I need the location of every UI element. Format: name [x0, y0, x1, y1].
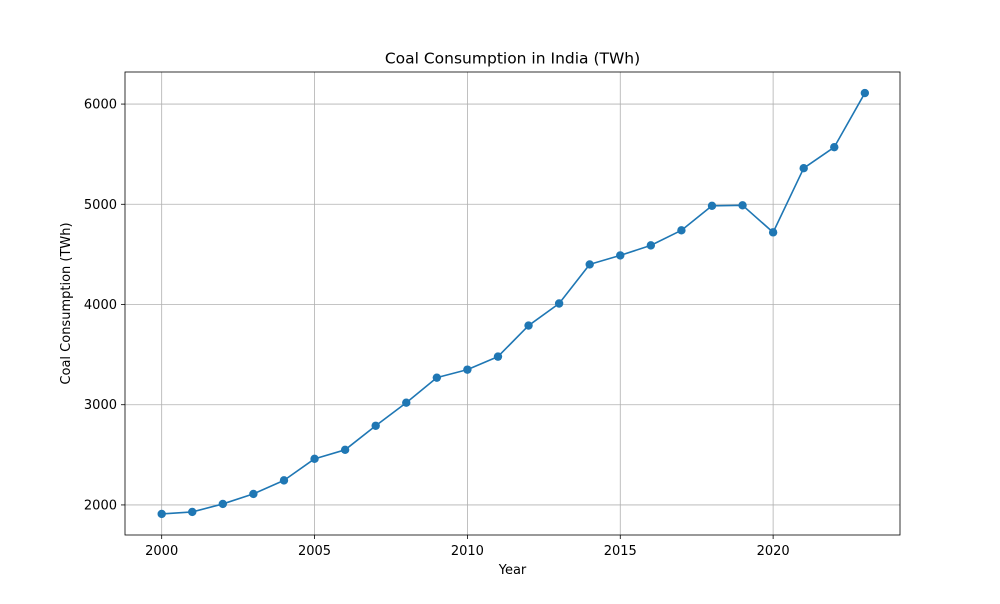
data-point-marker: [157, 509, 166, 519]
data-point-marker: [677, 226, 686, 235]
data-point-marker: [860, 88, 870, 98]
data-point-marker: [340, 445, 350, 455]
data-point-marker: [585, 260, 594, 269]
data-point-marker: [432, 373, 442, 382]
chart-title: Coal Consumption in India (TWh): [385, 50, 640, 68]
data-point-marker: [707, 201, 717, 210]
data-point-marker: [616, 251, 625, 260]
data-point-marker: [218, 499, 228, 509]
x-tick-label: 2000: [145, 544, 178, 559]
x-tick-label: 2015: [604, 544, 637, 559]
data-point-marker: [188, 507, 197, 517]
data-point-marker: [554, 299, 564, 308]
data-point-marker: [279, 476, 289, 485]
data-point-marker: [768, 228, 778, 237]
data-point-marker: [371, 421, 380, 430]
data-point-marker: [830, 142, 839, 152]
y-tick-label: 3000: [84, 398, 117, 413]
y-tick-label: 2000: [84, 498, 117, 513]
data-point-marker: [799, 164, 808, 173]
y-tick-label: 5000: [84, 198, 117, 213]
axis-ticks: 2000 2005 2010 2015 2020 2000 3000 4000 5000 6000: [84, 98, 790, 559]
x-tick-label: 2020: [757, 544, 790, 559]
axes-frame: [124, 71, 901, 536]
data-point-marker: [310, 454, 319, 464]
y-tick-label: 4000: [84, 298, 117, 313]
y-tick-label: 6000: [84, 98, 117, 113]
data-point-marker: [402, 398, 411, 407]
data-point-marker: [646, 241, 656, 250]
data-point-marker: [524, 321, 533, 330]
data-point-marker: [493, 352, 503, 361]
series-line: [161, 92, 866, 515]
x-tick-label: 2010: [451, 544, 484, 559]
data-point-marker: [249, 489, 258, 499]
y-axis-label: Coal Consumption (TWh): [59, 222, 74, 384]
data-point-marker: [738, 201, 747, 210]
x-tick-label: 2005: [298, 544, 331, 559]
x-axis-label: Year: [498, 563, 527, 578]
grid-lines: [125, 72, 900, 535]
plot-series: [157, 88, 870, 519]
data-point-marker: [463, 365, 472, 374]
